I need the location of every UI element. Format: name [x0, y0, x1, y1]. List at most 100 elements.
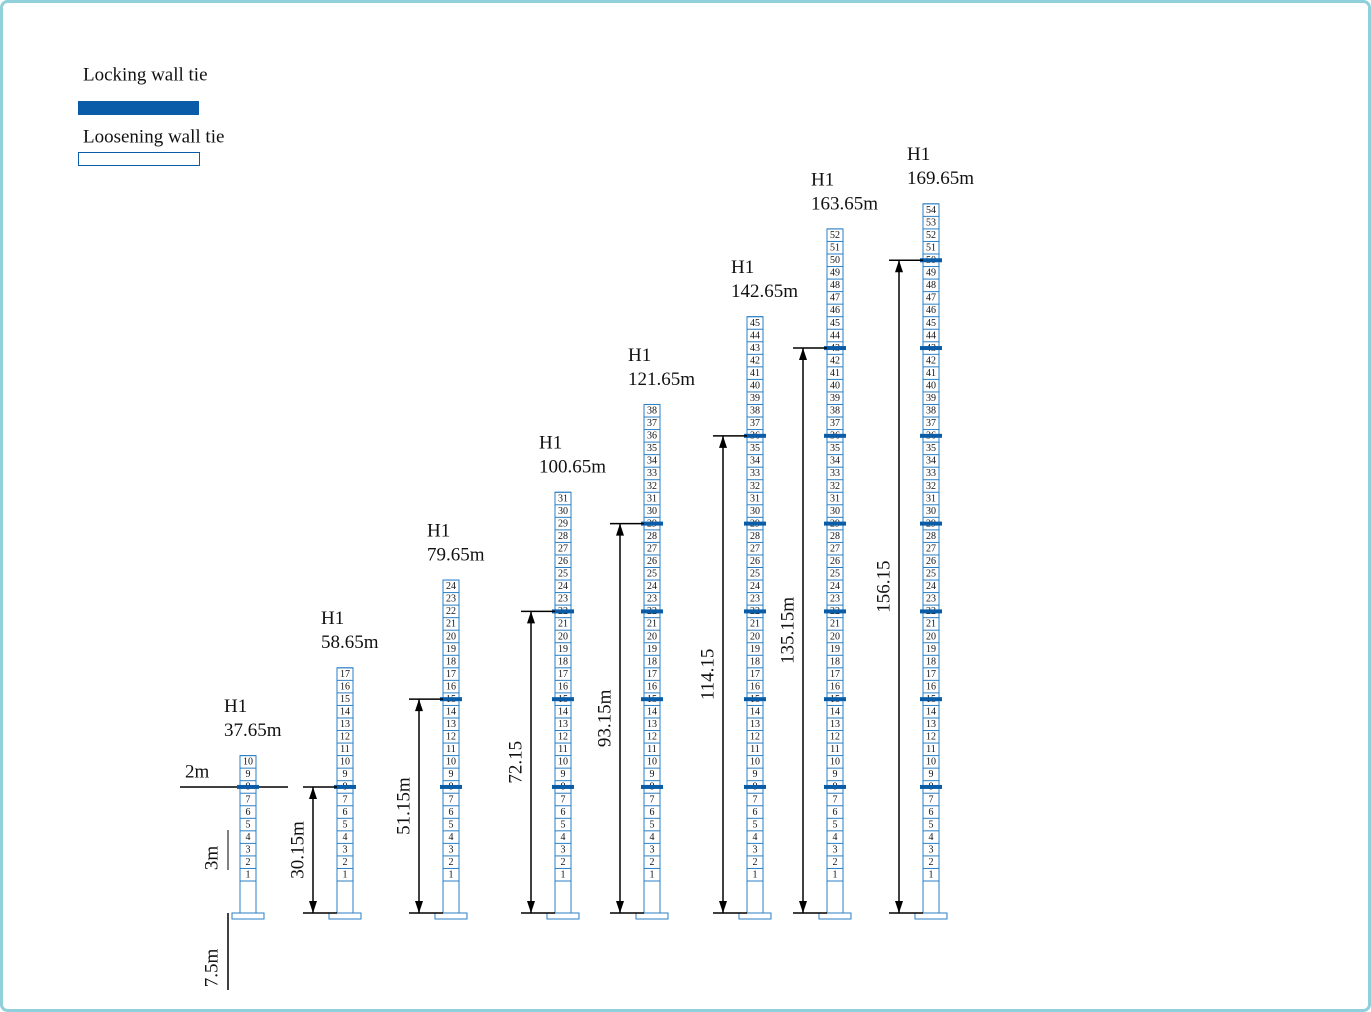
section-number: 7 [833, 794, 838, 805]
section-number: 37 [830, 418, 840, 429]
base-plate [231, 912, 265, 920]
section-number: 18 [558, 656, 568, 667]
section-number: 30 [647, 506, 657, 517]
section-number: 16 [340, 681, 350, 692]
locking-tie [824, 433, 846, 438]
section-number: 13 [340, 719, 350, 730]
section-number: 31 [830, 493, 840, 504]
section-number: 1 [929, 870, 934, 881]
section-number: 16 [558, 681, 568, 692]
section-number: 7 [929, 794, 934, 805]
section-number: 16 [446, 681, 456, 692]
section-number: 2 [343, 857, 348, 868]
section-number: 13 [647, 719, 657, 730]
section-number: 7 [561, 794, 566, 805]
section-number: 5 [833, 819, 838, 830]
locking-tie [334, 784, 356, 789]
section-number: 23 [446, 594, 456, 605]
tower-label: H1 [427, 520, 450, 541]
section-number: 23 [647, 594, 657, 605]
section-number: 21 [830, 619, 840, 630]
section-number: 4 [929, 832, 934, 843]
section-number: 31 [926, 493, 936, 504]
section-number: 6 [449, 807, 454, 818]
locking-tie [552, 609, 574, 614]
section-number: 4 [650, 832, 655, 843]
locking-tie [237, 784, 259, 789]
section-number: 44 [750, 330, 760, 341]
section-number: 1 [753, 870, 758, 881]
section-number: 10 [446, 757, 456, 768]
section-number: 30 [558, 506, 568, 517]
section-number: 11 [926, 744, 936, 755]
section-number: 24 [926, 581, 936, 592]
section-number: 13 [558, 719, 568, 730]
section-number: 22 [446, 606, 456, 617]
section-number: 12 [558, 732, 568, 743]
section-number: 26 [647, 556, 657, 567]
locking-tie [824, 346, 846, 351]
section-number: 27 [830, 543, 840, 554]
section-number: 2 [449, 857, 454, 868]
section-number: 16 [647, 681, 657, 692]
section-number: 3 [246, 844, 251, 855]
section-number: 20 [647, 631, 657, 642]
locking-tie [824, 609, 846, 614]
section-number: 38 [830, 406, 840, 417]
section-number: 28 [750, 531, 760, 542]
section-number: 51 [830, 243, 840, 254]
section-number: 34 [926, 456, 936, 467]
section-number: 26 [750, 556, 760, 567]
base-plate [635, 912, 669, 920]
section-number: 26 [558, 556, 568, 567]
base-plate [546, 912, 580, 920]
section-number: 13 [446, 719, 456, 730]
section-number: 5 [449, 819, 454, 830]
section-number: 7 [449, 794, 454, 805]
section-number: 6 [650, 807, 655, 818]
section-number: 23 [558, 594, 568, 605]
section-number: 18 [830, 656, 840, 667]
section-number: 2 [246, 857, 251, 868]
locking-tie [641, 784, 663, 789]
section-number: 10 [926, 757, 936, 768]
section-number: 19 [558, 644, 568, 655]
section-number: 9 [650, 769, 655, 780]
dimension-label: 93.15m [594, 689, 615, 747]
section-number: 27 [558, 543, 568, 554]
section-number: 38 [647, 406, 657, 417]
section-number: 51 [926, 243, 936, 254]
section-number: 40 [750, 380, 760, 391]
section-number: 39 [830, 393, 840, 404]
section-number: 29 [558, 518, 568, 529]
locking-tie [744, 609, 766, 614]
section-number: 31 [558, 493, 568, 504]
section-number: 45 [750, 318, 760, 329]
section-number: 13 [750, 719, 760, 730]
section-number: 34 [830, 456, 840, 467]
section-number: 32 [647, 481, 657, 492]
locking-tie [744, 697, 766, 702]
section-number: 35 [830, 443, 840, 454]
section-number: 16 [750, 681, 760, 692]
section-number: 12 [647, 732, 657, 743]
tower-label: H1 [907, 144, 930, 165]
locking-tie [744, 433, 766, 438]
section-number: 48 [830, 280, 840, 291]
section-number: 1 [561, 870, 566, 881]
section-number: 32 [750, 481, 760, 492]
section-number: 31 [750, 493, 760, 504]
locking-tie [920, 609, 942, 614]
section-number: 32 [926, 481, 936, 492]
section-number: 25 [647, 569, 657, 580]
section-number: 30 [926, 506, 936, 517]
section-number: 16 [830, 681, 840, 692]
dimension-label: 72.15 [505, 741, 526, 784]
section-number: 46 [926, 305, 936, 316]
section-number: 1 [343, 870, 348, 881]
section-number: 5 [343, 819, 348, 830]
section-number: 41 [830, 368, 840, 379]
locking-tie [440, 784, 462, 789]
section-number: 16 [926, 681, 936, 692]
